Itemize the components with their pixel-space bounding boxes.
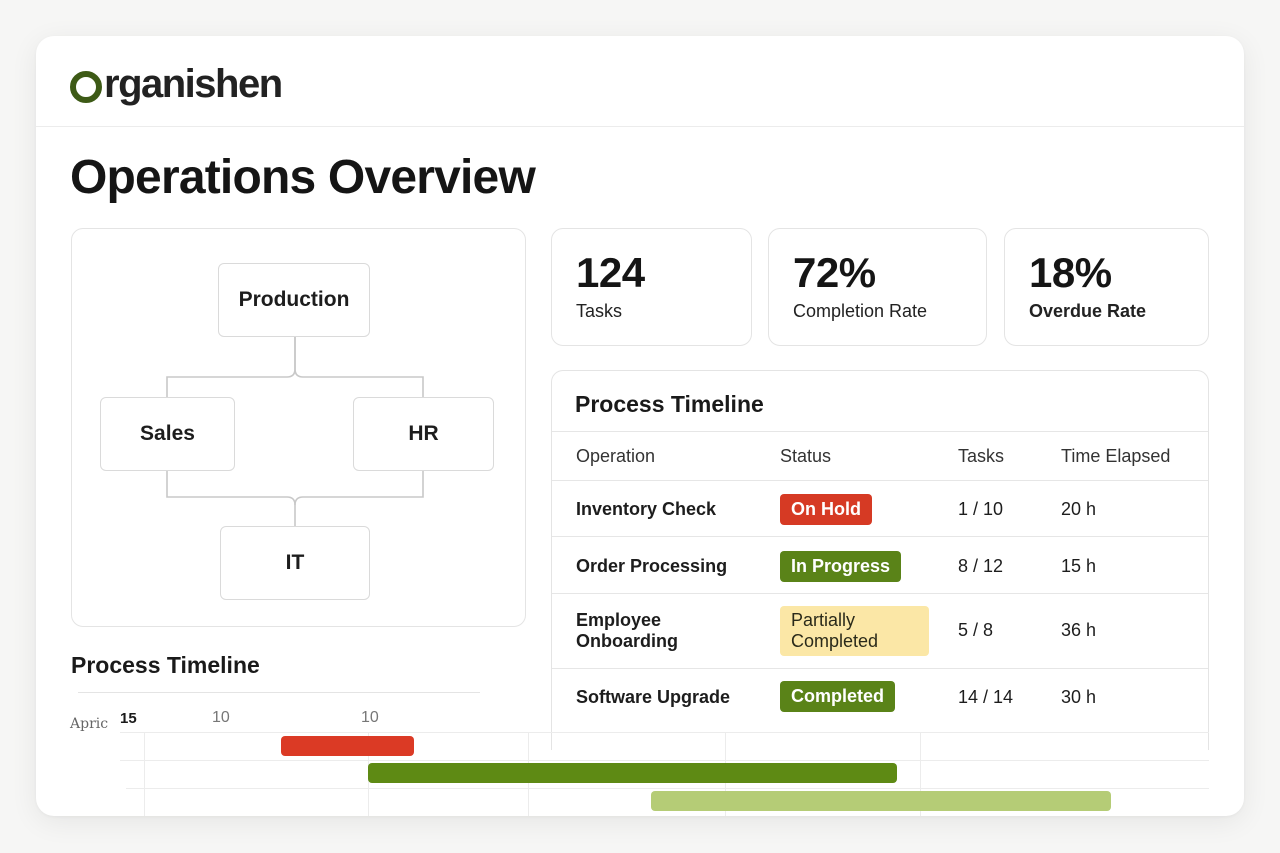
gantt-gridline <box>120 732 1209 733</box>
org-chart-panel: Production Sales HR IT <box>71 228 526 627</box>
cell-operation: Software Upgrade <box>576 687 731 707</box>
gantt-bar-on-hold[interactable] <box>281 736 414 756</box>
org-node-label: HR <box>408 422 439 445</box>
connector-right <box>294 337 424 397</box>
brand-logo[interactable]: rganishen <box>70 62 283 107</box>
gantt-gridline <box>120 760 1209 761</box>
o-ring-logo-icon <box>70 70 102 103</box>
org-node-label: Production <box>238 288 350 311</box>
gantt-bar-completed[interactable] <box>651 791 1111 811</box>
gantt-bar-in-progress[interactable] <box>368 763 897 783</box>
process-table-panel: Process Timeline Operation Status Tasks … <box>551 370 1209 750</box>
divider <box>552 480 1208 481</box>
org-node-it[interactable]: IT <box>220 526 370 600</box>
status-badge-line: Completed <box>791 631 879 651</box>
gantt-gridline <box>920 732 921 816</box>
column-header-operation[interactable]: Operation <box>576 446 656 466</box>
gantt-day-label: 10 <box>361 709 379 726</box>
table-title: Process Timeline <box>575 391 764 417</box>
brand-name: rganishen <box>104 62 283 106</box>
cell-operation: Order Processing <box>576 556 728 576</box>
stat-label: Tasks <box>576 301 623 321</box>
cell-operation: Inventory Check <box>576 499 717 519</box>
stat-value: 72% <box>793 249 876 296</box>
org-node-hr[interactable]: HR <box>353 397 494 471</box>
stat-value: 18% <box>1029 249 1112 296</box>
stat-card-completion-rate[interactable]: 72% Completion Rate <box>768 228 987 346</box>
dashboard-card: rganishen Operations Overview Production… <box>36 36 1244 816</box>
status-badge-line: Partially <box>791 610 856 630</box>
gantt-gridline <box>126 788 1209 789</box>
gantt-gridline <box>144 732 145 816</box>
stat-value: 124 <box>576 249 645 296</box>
status-badge-completed: Completed <box>780 681 896 712</box>
divider <box>552 668 1208 669</box>
org-node-production[interactable]: Production <box>218 263 370 337</box>
cell-tasks: 14 / 14 <box>958 687 1014 707</box>
cell-time-elapsed: 30 h <box>1061 687 1097 707</box>
divider <box>552 593 1208 594</box>
org-chart-connectors <box>166 337 424 526</box>
column-header-time-elapsed[interactable]: Time Elapsed <box>1061 446 1171 466</box>
connector-bottom-left <box>166 471 296 526</box>
column-header-tasks[interactable]: Tasks <box>958 446 1005 466</box>
cell-time-elapsed: 15 h <box>1061 556 1097 576</box>
cell-operation: Employee Onboarding <box>576 610 678 652</box>
stat-card-tasks[interactable]: 124 Tasks <box>551 228 752 346</box>
divider <box>552 536 1208 537</box>
connector-bottom-right <box>294 471 424 506</box>
org-node-label: IT <box>285 551 305 574</box>
stat-card-overdue-rate[interactable]: 18% Overdue Rate <box>1004 228 1209 346</box>
connector-left <box>166 337 296 397</box>
status-badge-in-progress: In Progress <box>780 551 902 582</box>
status-badge-on-hold: On Hold <box>780 494 872 525</box>
gantt-title: Process Timeline <box>71 652 260 678</box>
cell-tasks: 8 / 12 <box>958 556 1004 576</box>
cell-time-elapsed: 36 h <box>1061 620 1097 640</box>
status-badge-partially-completed: Partially Completed <box>780 606 929 656</box>
cell-tasks: 1 / 10 <box>958 499 1004 519</box>
stat-label: Overdue Rate <box>1029 301 1147 321</box>
column-header-status[interactable]: Status <box>780 446 832 466</box>
cell-tasks: 5 / 8 <box>958 620 994 640</box>
page-title: Operations Overview <box>70 151 536 204</box>
cell-operation-line: Onboarding <box>576 631 678 651</box>
cell-operation-line: Employee <box>576 610 662 630</box>
gantt-month-label: Apric <box>70 716 109 732</box>
org-node-sales[interactable]: Sales <box>100 397 235 471</box>
stat-label: Completion Rate <box>793 301 928 321</box>
app-header: rganishen <box>36 36 1244 127</box>
divider <box>552 431 1208 432</box>
gantt-day-label: 10 <box>212 709 230 726</box>
gantt-day-label: 15 <box>120 710 137 727</box>
divider <box>78 692 480 693</box>
org-node-label: Sales <box>140 422 195 445</box>
cell-time-elapsed: 20 h <box>1061 499 1097 519</box>
